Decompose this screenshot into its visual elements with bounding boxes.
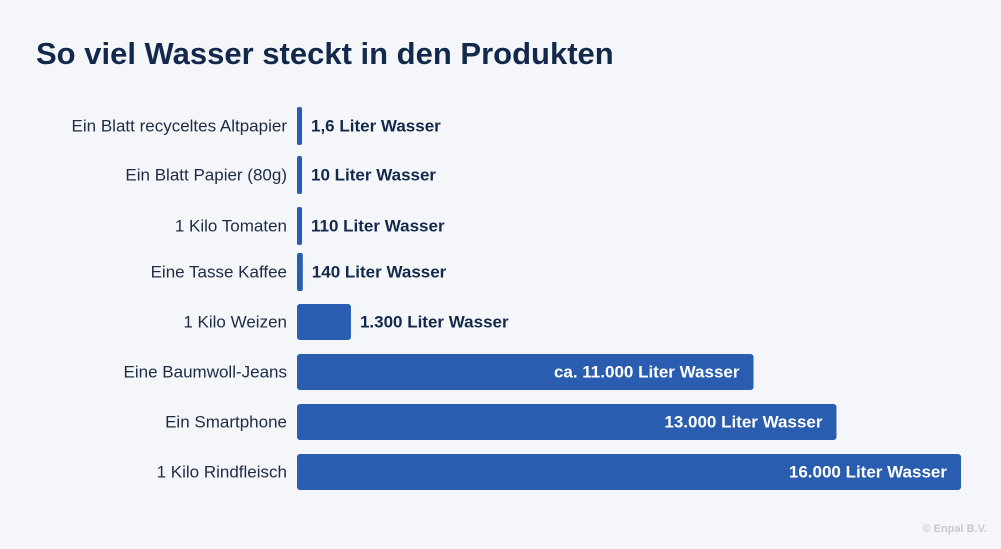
value-label: 1,6 Liter Wasser <box>311 117 441 136</box>
copyright-note: © Enpal B.V. <box>922 523 987 535</box>
bar <box>297 404 837 440</box>
bar <box>297 354 754 390</box>
bar <box>297 207 302 245</box>
category-label: 1 Kilo Weizen <box>183 313 287 332</box>
category-label: 1 Kilo Rindfleisch <box>157 463 287 482</box>
category-label: Ein Smartphone <box>165 413 287 432</box>
chart-title: So viel Wasser steckt in den Produkten <box>36 36 614 71</box>
category-label: Eine Tasse Kaffee <box>151 263 287 282</box>
bar <box>297 107 302 145</box>
value-label: 110 Liter Wasser <box>311 217 445 236</box>
value-label: 13.000 Liter Wasser <box>664 413 823 432</box>
bar <box>297 454 961 490</box>
bar <box>297 253 303 291</box>
bar <box>297 304 351 340</box>
value-label: 10 Liter Wasser <box>311 166 436 185</box>
category-label: Eine Baumwoll-Jeans <box>124 363 287 382</box>
category-label: Ein Blatt recyceltes Altpapier <box>72 117 288 136</box>
value-label: 16.000 Liter Wasser <box>789 463 948 482</box>
value-label: 140 Liter Wasser <box>312 263 447 282</box>
bar <box>297 156 302 194</box>
category-label: 1 Kilo Tomaten <box>175 217 287 236</box>
value-label: 1.300 Liter Wasser <box>360 313 509 332</box>
value-label: ca. 11.000 Liter Wasser <box>554 363 740 382</box>
category-label: Ein Blatt Papier (80g) <box>125 166 287 185</box>
